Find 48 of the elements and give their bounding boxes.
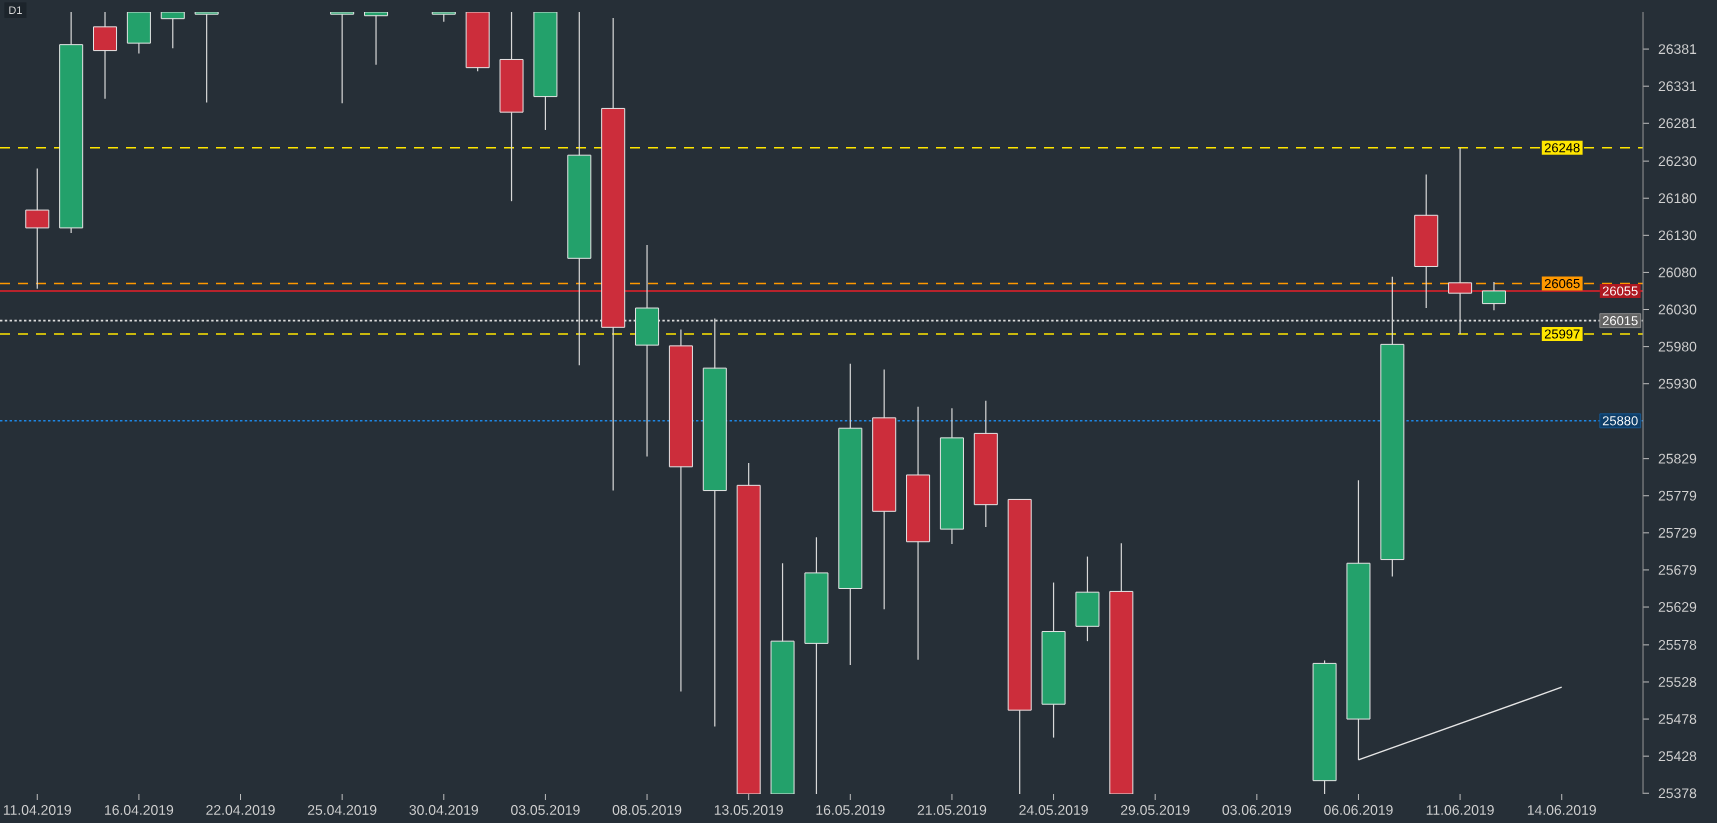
x-tick-label: 16.05.2019 (816, 805, 885, 815)
candlestick (194, 11, 219, 104)
y-tick-label: 25629 (1658, 602, 1697, 612)
x-tick-label: 11.04.2019 (3, 805, 71, 815)
ref-line-label: 25880 (1602, 416, 1638, 426)
y-tick-label: 26130 (1658, 230, 1697, 241)
x-tick-label: 06.06.2019 (1324, 805, 1393, 815)
y-tick-label: 25578 (1658, 639, 1697, 650)
x-tick-label: 16.04.2019 (105, 805, 174, 815)
x-tick-label: 30.04.2019 (409, 805, 479, 815)
y-tick-label: 25428 (1658, 751, 1697, 762)
x-tick-label: 11.06.2019 (1426, 805, 1494, 815)
candlestick (1481, 281, 1506, 311)
y-tick-label: 26281 (1658, 118, 1697, 129)
x-tick-label: 21.05.2019 (917, 805, 987, 815)
x-tick-label: 29.05.2019 (1120, 805, 1190, 815)
annotation: D1 (9, 6, 22, 14)
x-tick-label: 25.04.2019 (307, 805, 377, 815)
ref-line-label: 26015 (1602, 316, 1638, 326)
y-tick-label: 26180 (1658, 193, 1697, 204)
x-tick-label: 22.04.2019 (206, 805, 275, 815)
x-tick-label: 08.05.2019 (612, 805, 682, 815)
x-tick-label: 14.06.2019 (1527, 805, 1596, 815)
y-tick-label: 25729 (1658, 527, 1697, 538)
y-tick-label: 25829 (1658, 453, 1697, 464)
candlestick (160, 11, 185, 49)
y-tick-label: 25980 (1658, 341, 1697, 352)
y-tick-label: 25679 (1658, 565, 1697, 575)
ref-line-label: 25997 (1544, 329, 1580, 339)
y-tick-label: 26080 (1658, 267, 1697, 278)
x-tick-label: 13.05.2019 (714, 805, 783, 815)
candlestick (25, 167, 50, 290)
y-tick-label: 25930 (1658, 378, 1697, 389)
y-tick-label: 25779 (1658, 490, 1697, 501)
ref-line-label: 26248 (1544, 143, 1580, 153)
y-tick-label: 25478 (1658, 714, 1697, 724)
ref-line-label: 26055 (1602, 286, 1638, 296)
y-tick-label: 25378 (1658, 788, 1697, 799)
ref-line-label: 26065 (1544, 278, 1580, 289)
x-tick-label: 24.05.2019 (1019, 805, 1088, 815)
y-tick-label: 26331 (1658, 81, 1697, 92)
x-tick-label: 03.06.2019 (1222, 805, 1292, 815)
y-tick-label: 26030 (1658, 304, 1697, 315)
y-tick-label: 26381 (1658, 44, 1697, 55)
candlestick (93, 11, 118, 100)
y-tick-label: 25528 (1658, 677, 1697, 687)
x-tick-label: 03.05.2019 (511, 805, 580, 815)
y-tick-label: 26230 (1658, 156, 1697, 167)
